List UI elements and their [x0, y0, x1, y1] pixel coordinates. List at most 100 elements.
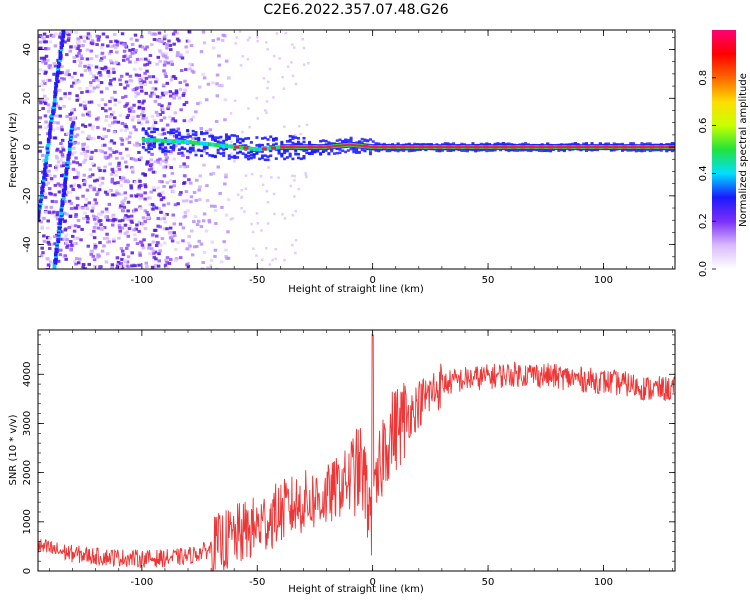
- track-halo-cell: [211, 138, 215, 141]
- noise-cell: [163, 263, 168, 267]
- track-mid-cell: [255, 147, 259, 152]
- noise-cell: [58, 33, 63, 37]
- track-halo-cell: [208, 154, 212, 157]
- streak-cell: [41, 184, 45, 189]
- noise-cell: [301, 37, 305, 41]
- noise-cell: [179, 108, 183, 112]
- noise-cell: [159, 243, 163, 247]
- noise-cell: [145, 265, 149, 269]
- track-halo-cell: [352, 150, 356, 154]
- noise-cell: [134, 48, 138, 52]
- noise-cell: [188, 62, 192, 66]
- track-halo-cell: [338, 148, 342, 151]
- track-halo-cell: [640, 149, 644, 153]
- streak-cell: [53, 86, 58, 90]
- noise-cell: [163, 214, 167, 218]
- noise-cell: [294, 82, 298, 86]
- noise-cell: [230, 152, 233, 155]
- noise-cell: [132, 228, 136, 232]
- noise-cell: [191, 115, 196, 119]
- noise-cell: [48, 236, 52, 240]
- noise-cell: [101, 135, 106, 139]
- noise-cell: [96, 190, 100, 194]
- noise-cell: [44, 61, 48, 65]
- colorbar-tick-label: 0.6: [698, 118, 709, 134]
- noise-cell: [121, 209, 126, 213]
- noise-cell: [58, 114, 62, 118]
- noise-cell: [158, 249, 162, 253]
- noise-cell: [206, 82, 211, 86]
- noise-cell: [260, 229, 263, 232]
- noise-cell: [91, 203, 96, 207]
- track-halo-cell: [147, 134, 151, 138]
- noise-cell: [297, 125, 301, 128]
- noise-cell: [202, 163, 206, 167]
- noise-cell: [42, 216, 46, 220]
- noise-cell: [151, 170, 156, 174]
- noise-cell: [112, 77, 117, 81]
- noise-cell: [138, 206, 143, 210]
- noise-cell: [54, 168, 59, 172]
- noise-cell: [138, 253, 142, 257]
- noise-cell: [90, 173, 95, 177]
- streak-cell: [55, 77, 59, 82]
- noise-cell: [177, 96, 182, 100]
- track-mid-cell: [177, 139, 181, 144]
- track-mid-cell: [252, 147, 256, 152]
- noise-cell: [141, 172, 145, 176]
- noise-cell: [144, 116, 149, 120]
- noise-cell: [129, 214, 134, 218]
- noise-cell: [89, 57, 94, 61]
- noise-cell: [304, 173, 308, 177]
- track-halo-cell: [335, 139, 339, 142]
- noise-cell: [120, 142, 124, 146]
- noise-cell: [133, 264, 137, 268]
- track-halo-cell: [321, 150, 325, 153]
- track-halo-cell: [169, 128, 173, 132]
- track-halo-cell: [260, 154, 264, 158]
- noise-cell: [97, 188, 102, 192]
- noise-cell: [167, 102, 172, 106]
- streak-cell: [46, 150, 50, 154]
- noise-cell: [143, 227, 148, 231]
- noise-cell: [305, 175, 308, 179]
- noise-cell: [163, 60, 168, 64]
- noise-cell: [65, 238, 69, 242]
- noise-cell: [264, 41, 268, 44]
- noise-cell: [159, 198, 164, 202]
- noise-cell: [42, 239, 47, 243]
- noise-cell: [293, 179, 296, 182]
- noise-cell: [179, 69, 184, 73]
- track-halo-cell: [219, 146, 223, 150]
- noise-cell: [160, 40, 164, 44]
- track-halo-cell: [216, 136, 220, 140]
- noise-cell: [45, 35, 50, 39]
- track-core-cell: [271, 146, 277, 150]
- noise-cell: [180, 56, 185, 60]
- noise-cell: [168, 236, 173, 240]
- noise-cell: [123, 191, 128, 195]
- noise-cell: [55, 210, 60, 214]
- track-halo-cell: [294, 152, 298, 156]
- noise-cell: [190, 253, 195, 257]
- noise-cell: [38, 116, 43, 120]
- noise-cell: [302, 63, 306, 66]
- noise-cell: [110, 45, 114, 49]
- noise-cell: [74, 81, 79, 85]
- noise-cell: [223, 118, 227, 122]
- streak-cell: [55, 75, 59, 80]
- noise-cell: [61, 161, 66, 165]
- track-halo-cell: [150, 144, 154, 147]
- noise-cell: [50, 66, 54, 70]
- noise-cell: [109, 113, 114, 117]
- track-halo-cell: [208, 134, 212, 138]
- track-halo-cell: [321, 139, 325, 142]
- streak-cell: [60, 43, 65, 47]
- streak-cell: [53, 96, 57, 101]
- track-core-cell: [372, 145, 378, 149]
- track-halo-cell: [147, 145, 151, 148]
- noise-cell: [86, 244, 91, 248]
- track-halo-cell: [659, 149, 663, 152]
- noise-cell: [115, 256, 120, 260]
- noise-cell: [148, 196, 152, 200]
